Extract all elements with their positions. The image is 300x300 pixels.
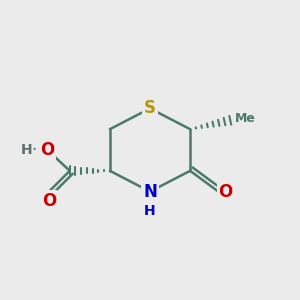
Text: Me: Me bbox=[235, 112, 256, 125]
Text: H: H bbox=[144, 204, 156, 218]
Text: O: O bbox=[40, 141, 55, 159]
Text: O: O bbox=[218, 183, 233, 201]
Text: H: H bbox=[21, 143, 32, 157]
Text: S: S bbox=[144, 99, 156, 117]
Text: N: N bbox=[143, 183, 157, 201]
Text: O: O bbox=[42, 192, 56, 210]
Text: ·: · bbox=[32, 141, 37, 159]
